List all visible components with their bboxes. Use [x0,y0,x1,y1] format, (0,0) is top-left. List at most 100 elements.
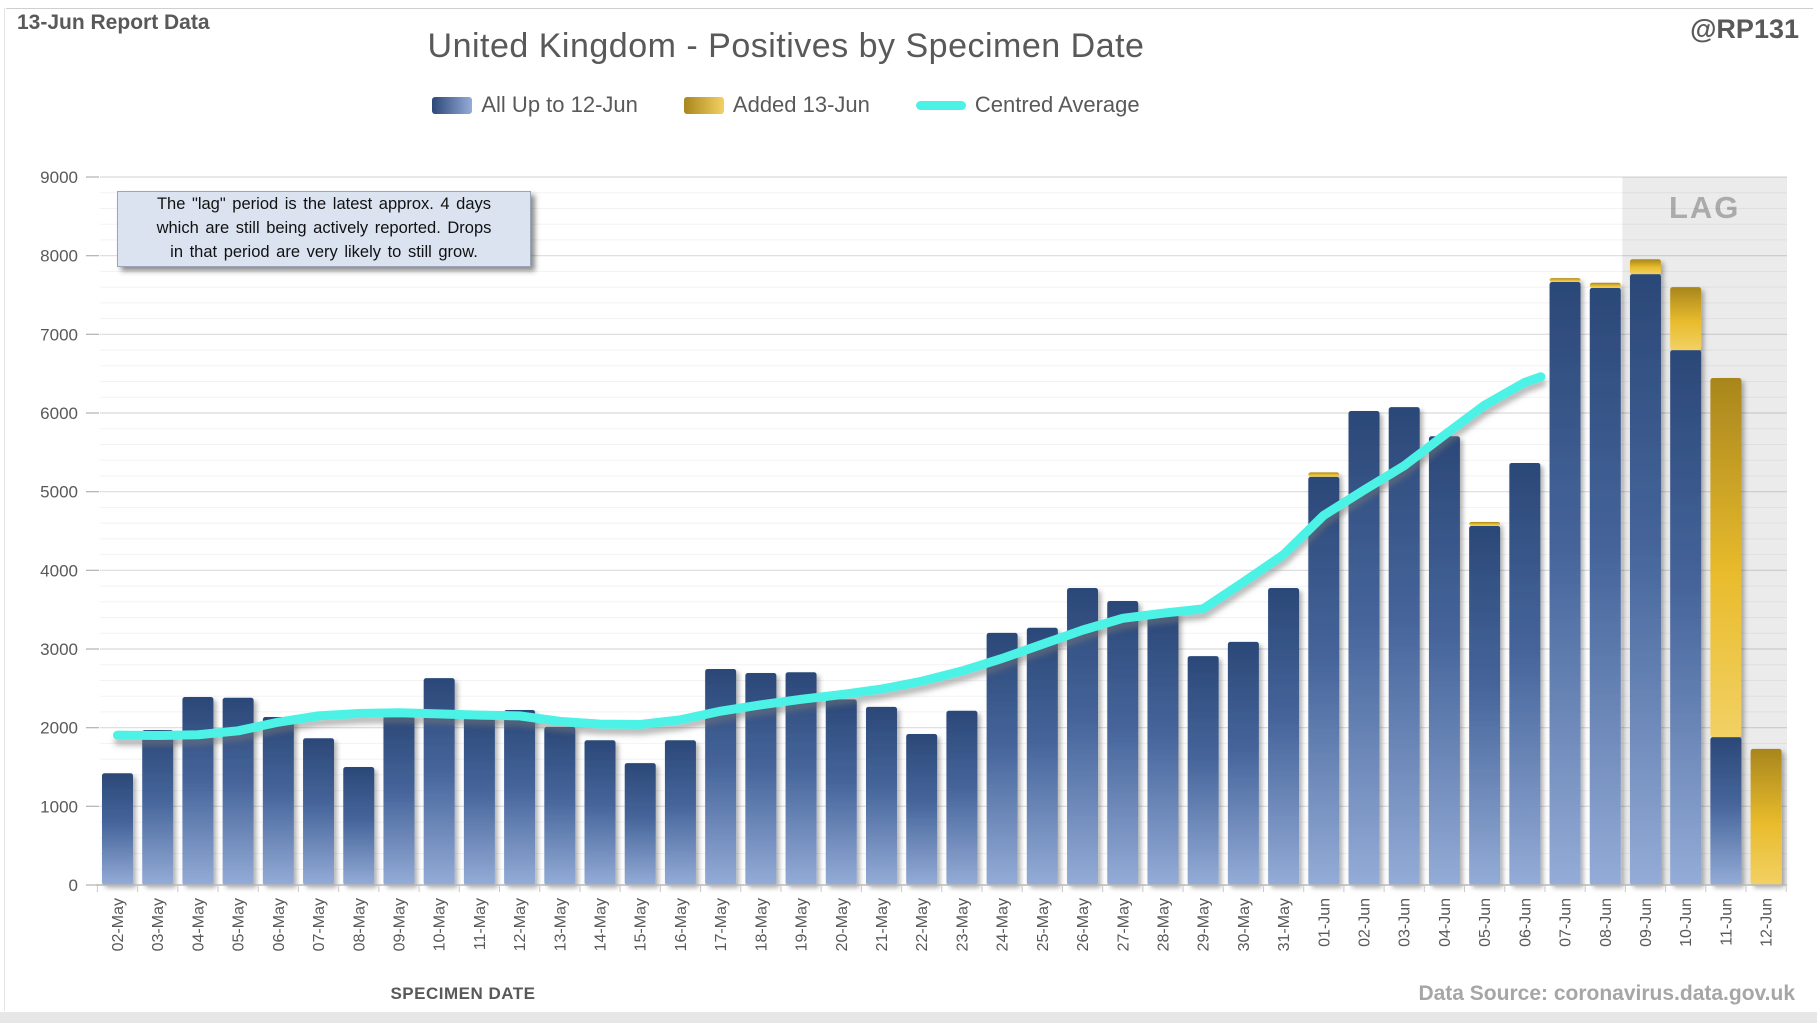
bar-21-May [865,706,897,885]
bar-23-May [946,710,978,885]
svg-text:5000: 5000 [40,483,78,502]
bottom-window-strip [0,1012,1817,1023]
svg-text:9000: 9000 [40,168,78,187]
svg-text:30-May: 30-May [1236,898,1253,951]
svg-text:09-Jun: 09-Jun [1638,898,1655,947]
bar-22-May [906,733,938,885]
svg-text:0: 0 [69,876,78,895]
svg-text:04-May: 04-May [190,898,207,951]
svg-text:04-Jun: 04-Jun [1437,898,1454,947]
svg-text:06-May: 06-May [271,898,288,951]
bar-30-May [1227,641,1259,885]
bar-11-May [463,713,495,885]
bar-27-May [1107,601,1139,885]
svg-text:19-May: 19-May [794,898,811,951]
bar-08-Jun [1589,282,1621,885]
bar-04-Jun [1428,436,1460,885]
report-date-label: 13-Jun Report Data [17,11,210,34]
svg-text:26-May: 26-May [1075,898,1092,951]
svg-text:8000: 8000 [40,247,78,266]
bar-31-May [1268,588,1300,885]
svg-text:02-May: 02-May [110,898,127,951]
svg-text:28-May: 28-May [1155,898,1172,951]
svg-text:07-Jun: 07-Jun [1558,898,1575,947]
svg-text:6000: 6000 [40,404,78,423]
svg-text:07-May: 07-May [311,898,328,951]
bar-03-May [142,730,174,885]
bar-05-May [222,697,254,885]
svg-text:11-Jun: 11-Jun [1718,898,1735,946]
bars [102,259,1782,886]
legend-label-all: All Up to 12-Jun [481,92,638,117]
bar-02-Jun [1348,411,1380,885]
svg-text:02-Jun: 02-Jun [1357,898,1374,947]
bar-26-May [1067,588,1099,885]
svg-text:05-Jun: 05-Jun [1477,898,1494,947]
bar-20-May [825,699,857,885]
svg-text:31-May: 31-May [1276,898,1293,951]
bar-13-May [544,726,576,885]
data-source-credit: Data Source: coronavirus.data.gov.uk [1418,982,1795,1005]
bar-07-May [303,738,335,885]
svg-text:06-Jun: 06-Jun [1517,898,1534,947]
svg-text:25-May: 25-May [1035,898,1052,951]
bar-28-May [1147,612,1179,885]
legend-label-average: Centred Average [974,92,1140,117]
svg-text:11-May: 11-May [472,898,489,950]
bar-25-May [1026,627,1058,885]
bar-09-Jun [1629,259,1661,885]
svg-text:27-May: 27-May [1115,898,1132,951]
centred-average-line [113,372,1546,741]
svg-text:7000: 7000 [40,325,78,344]
svg-text:12-Jun: 12-Jun [1759,898,1776,947]
svg-text:03-Jun: 03-Jun [1397,898,1414,947]
svg-text:12-May: 12-May [512,898,529,951]
bar-09-May [383,715,415,885]
x-axis-title: SPECIMEN DATE [390,984,536,1003]
bar-18-May [745,672,777,885]
svg-text:10-May: 10-May [432,898,449,951]
gold-bar-swatch-icon [683,96,724,114]
y-axis-labels: 0 1000 2000 3000 4000 5000 6000 7000 8000 9000 [40,168,99,895]
svg-text:18-May: 18-May [753,898,770,951]
x-axis [96,884,1787,892]
svg-text:03-May: 03-May [150,898,167,951]
bar-12-Jun [1750,748,1782,885]
svg-text:4000: 4000 [40,561,78,580]
author-handle: @RP131 [1690,14,1799,44]
callout-line-1: The "lag" period is the latest approx. 4… [156,195,492,214]
bar-14-May [584,740,616,885]
svg-text:29-May: 29-May [1196,898,1213,951]
bar-17-May [705,669,737,885]
average-line-swatch-icon [915,100,966,110]
svg-text:08-May: 08-May [351,898,368,951]
svg-text:15-May: 15-May [633,898,650,951]
svg-text:1000: 1000 [40,797,78,816]
legend-item-added: Added 13-Jun [683,92,870,118]
bar-15-May [624,763,656,885]
bar-03-Jun [1388,407,1420,885]
callout-line-3: in that period are very likely to still … [170,242,478,261]
chart-title: United Kingdom - Positives by Specimen D… [427,27,1145,65]
bar-01-Jun [1308,472,1340,885]
svg-text:20-May: 20-May [834,898,851,951]
bar-05-Jun [1469,521,1501,885]
left-border-line [4,8,5,1011]
legend: All Up to 12-Jun Added 13-Jun Centred Av… [0,92,1572,118]
bar-04-May [182,696,214,885]
svg-text:13-May: 13-May [552,898,569,951]
bar-19-May [785,672,817,885]
svg-text:3000: 3000 [40,640,78,659]
svg-text:23-May: 23-May [954,898,971,951]
bar-02-May [102,773,133,885]
lag-explainer-callout: The "lag" period is the latest approx. 4… [117,191,531,267]
svg-text:08-Jun: 08-Jun [1598,898,1615,947]
legend-label-added: Added 13-Jun [732,92,870,117]
svg-text:2000: 2000 [40,719,78,738]
callout-line-2: which are still being actively reported.… [156,219,492,238]
svg-text:22-May: 22-May [914,898,931,951]
legend-item-all: All Up to 12-Jun [432,92,638,118]
svg-text:09-May: 09-May [391,898,408,951]
bar-10-May [423,678,455,885]
